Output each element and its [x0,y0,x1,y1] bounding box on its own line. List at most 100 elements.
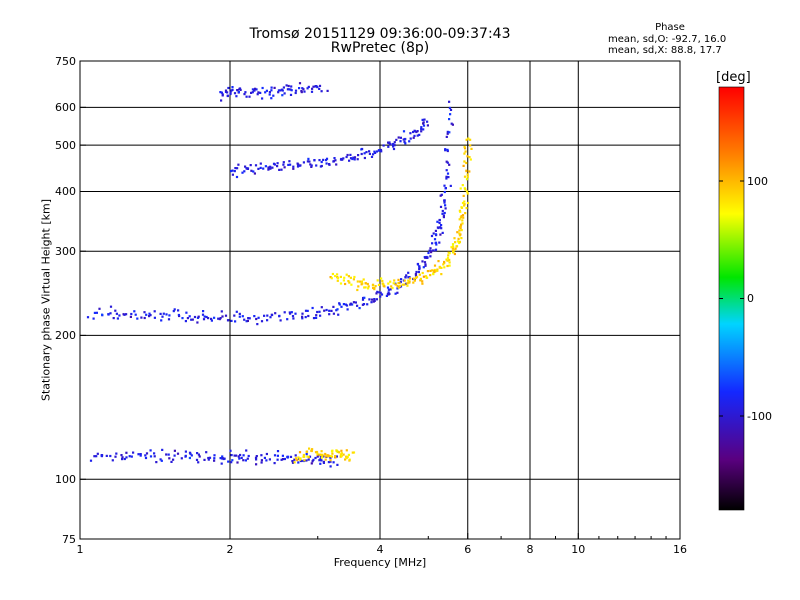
data-point [333,157,336,160]
data-point [467,137,470,140]
data-point [332,160,335,163]
data-point [388,292,391,295]
data-point [324,455,327,458]
data-point [332,312,335,315]
data-point [320,456,323,459]
data-point [268,458,271,461]
data-point [221,94,224,97]
data-point [254,87,257,90]
colorbar-tick-label: 0 [747,292,754,305]
data-point [290,85,293,88]
data-point [95,455,98,458]
data-point [345,304,349,307]
data-point [375,150,378,153]
data-point [460,223,463,226]
data-point [245,167,248,170]
data-point [434,233,438,236]
data-point [436,220,439,223]
data-point [105,454,108,457]
data-point [307,456,310,459]
data-point [442,214,445,217]
data-point [301,312,304,315]
data-point [316,86,319,89]
data-point [217,317,220,320]
data-point [313,159,316,162]
data-point [299,457,302,460]
data-point [118,314,121,317]
colorbar [718,86,745,511]
data-point [101,313,104,316]
data-point [347,280,350,283]
data-point [137,453,140,456]
data-point [320,164,323,168]
data-point [300,459,303,462]
data-point [205,315,208,319]
data-point [374,151,377,154]
data-point [289,93,293,96]
data-point [274,312,277,315]
data-point [303,459,306,462]
data-point [367,287,370,290]
data-point [329,455,332,458]
data-point [125,313,128,316]
data-point [357,285,360,288]
data-point [453,237,456,240]
data-point [224,89,228,92]
data-point [321,454,324,457]
data-point [294,457,298,460]
data-point [458,240,461,243]
data-point [336,279,339,282]
data-point [256,323,259,326]
data-point [340,455,343,458]
data-point [149,449,152,452]
data-point [445,177,448,180]
data-point [438,265,441,268]
data-point [245,320,248,323]
data-point [440,273,443,276]
data-point [428,249,431,252]
data-point [433,264,437,267]
data-point [207,456,210,460]
data-point [307,85,310,88]
data-point [269,165,272,168]
data-point [246,457,249,460]
data-point [128,455,131,458]
data-point [276,162,279,165]
data-point [415,130,418,134]
data-point [431,242,434,245]
data-point [168,314,171,317]
data-point [230,319,233,322]
data-point [332,461,335,464]
data-point [397,278,400,281]
data-point [159,458,162,461]
data-point [160,459,163,462]
data-point [261,97,264,100]
data-point [368,152,371,155]
data-point [364,282,367,285]
data-point [326,89,329,92]
data-point [283,92,286,95]
data-point [464,212,467,215]
data-point [403,283,406,286]
y-tick-label: 200 [55,328,76,342]
data-point [453,252,456,256]
data-point [370,155,374,158]
data-point [161,315,164,318]
data-point [318,84,322,87]
data-point [125,451,128,454]
data-point [424,263,427,266]
data-point [307,458,310,461]
data-point [413,130,417,133]
data-point [252,170,255,173]
data-point [363,286,366,289]
data-point [297,456,300,459]
data-point [270,86,273,89]
x-tick-label: 1 [76,543,84,556]
data-point [260,320,264,323]
data-point [271,166,274,169]
data-point [396,291,399,294]
data-point [398,284,402,287]
data-point [230,170,233,173]
data-point [446,130,449,133]
data-point [458,232,461,235]
